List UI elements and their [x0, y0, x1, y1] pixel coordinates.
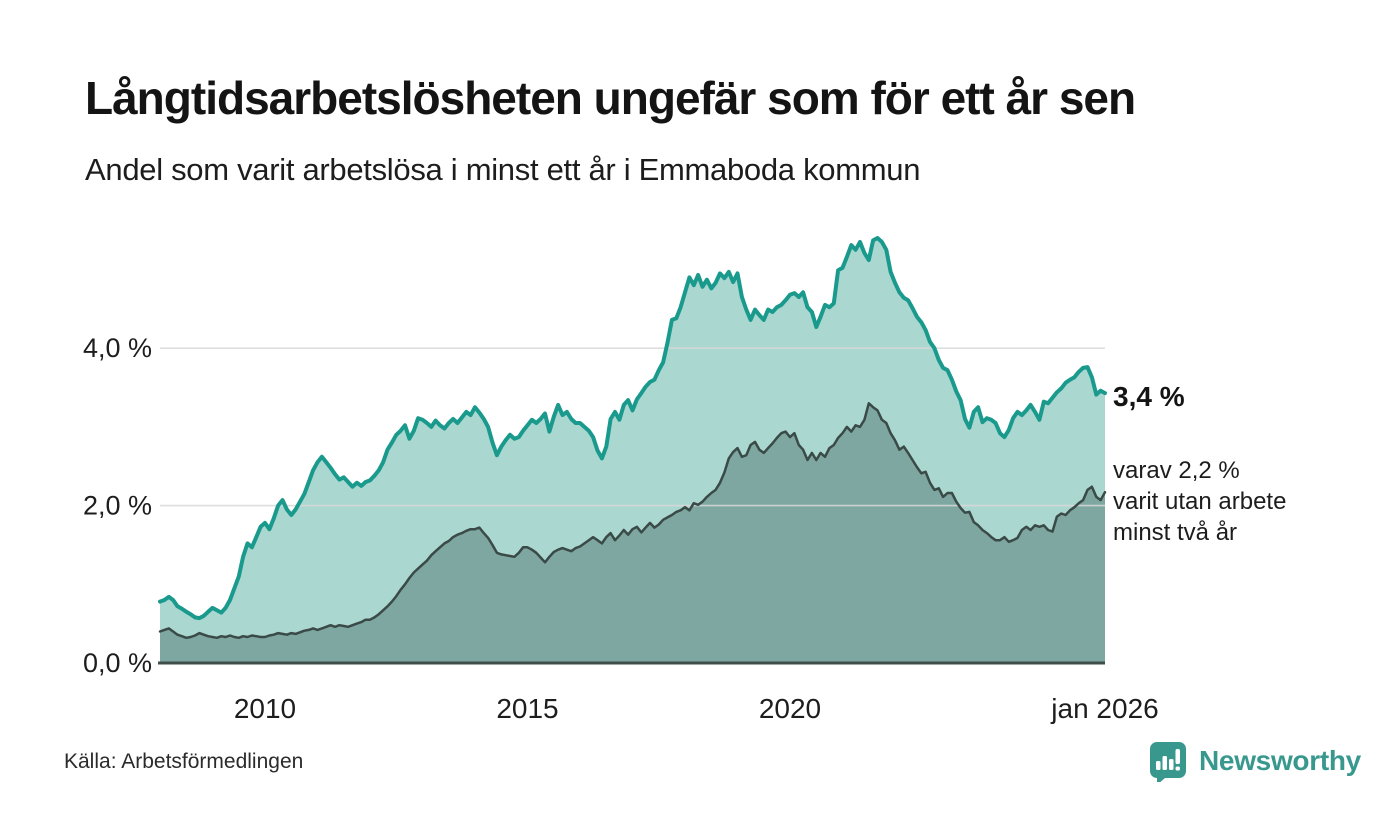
line-minst-ett-ar — [158, 236, 1107, 621]
end-value-label-secondary: varav 2,2 % varit utan arbete minst två … — [1113, 457, 1287, 546]
newsworthy-speech-bubble-chart-icon — [1148, 740, 1188, 782]
source-caption: Källa: Arbetsförmedlingen — [64, 750, 304, 773]
x-tick-label-2020: 2020 — [759, 693, 821, 724]
chart-subtitle: Andel som varit arbetslösa i minst ett å… — [85, 152, 921, 187]
y-tick-label-2: 2,0 % — [83, 491, 152, 521]
y-tick-label-4: 4,0 % — [83, 333, 152, 363]
newsworthy-logo: Newsworthy — [1148, 740, 1361, 782]
end-value-label-total: 3,4 % — [1113, 381, 1185, 412]
page-title: Långtidsarbetslösheten ungefär som för e… — [85, 72, 1136, 124]
x-tick-label-2026: jan 2026 — [1050, 693, 1158, 724]
y-tick-label-0: 0,0 % — [83, 648, 152, 678]
x-tick-label-2010: 2010 — [234, 693, 296, 724]
x-tick-label-2015: 2015 — [496, 693, 558, 724]
newsworthy-wordmark: Newsworthy — [1199, 745, 1361, 776]
line-minst-tva-ar — [158, 402, 1107, 640]
